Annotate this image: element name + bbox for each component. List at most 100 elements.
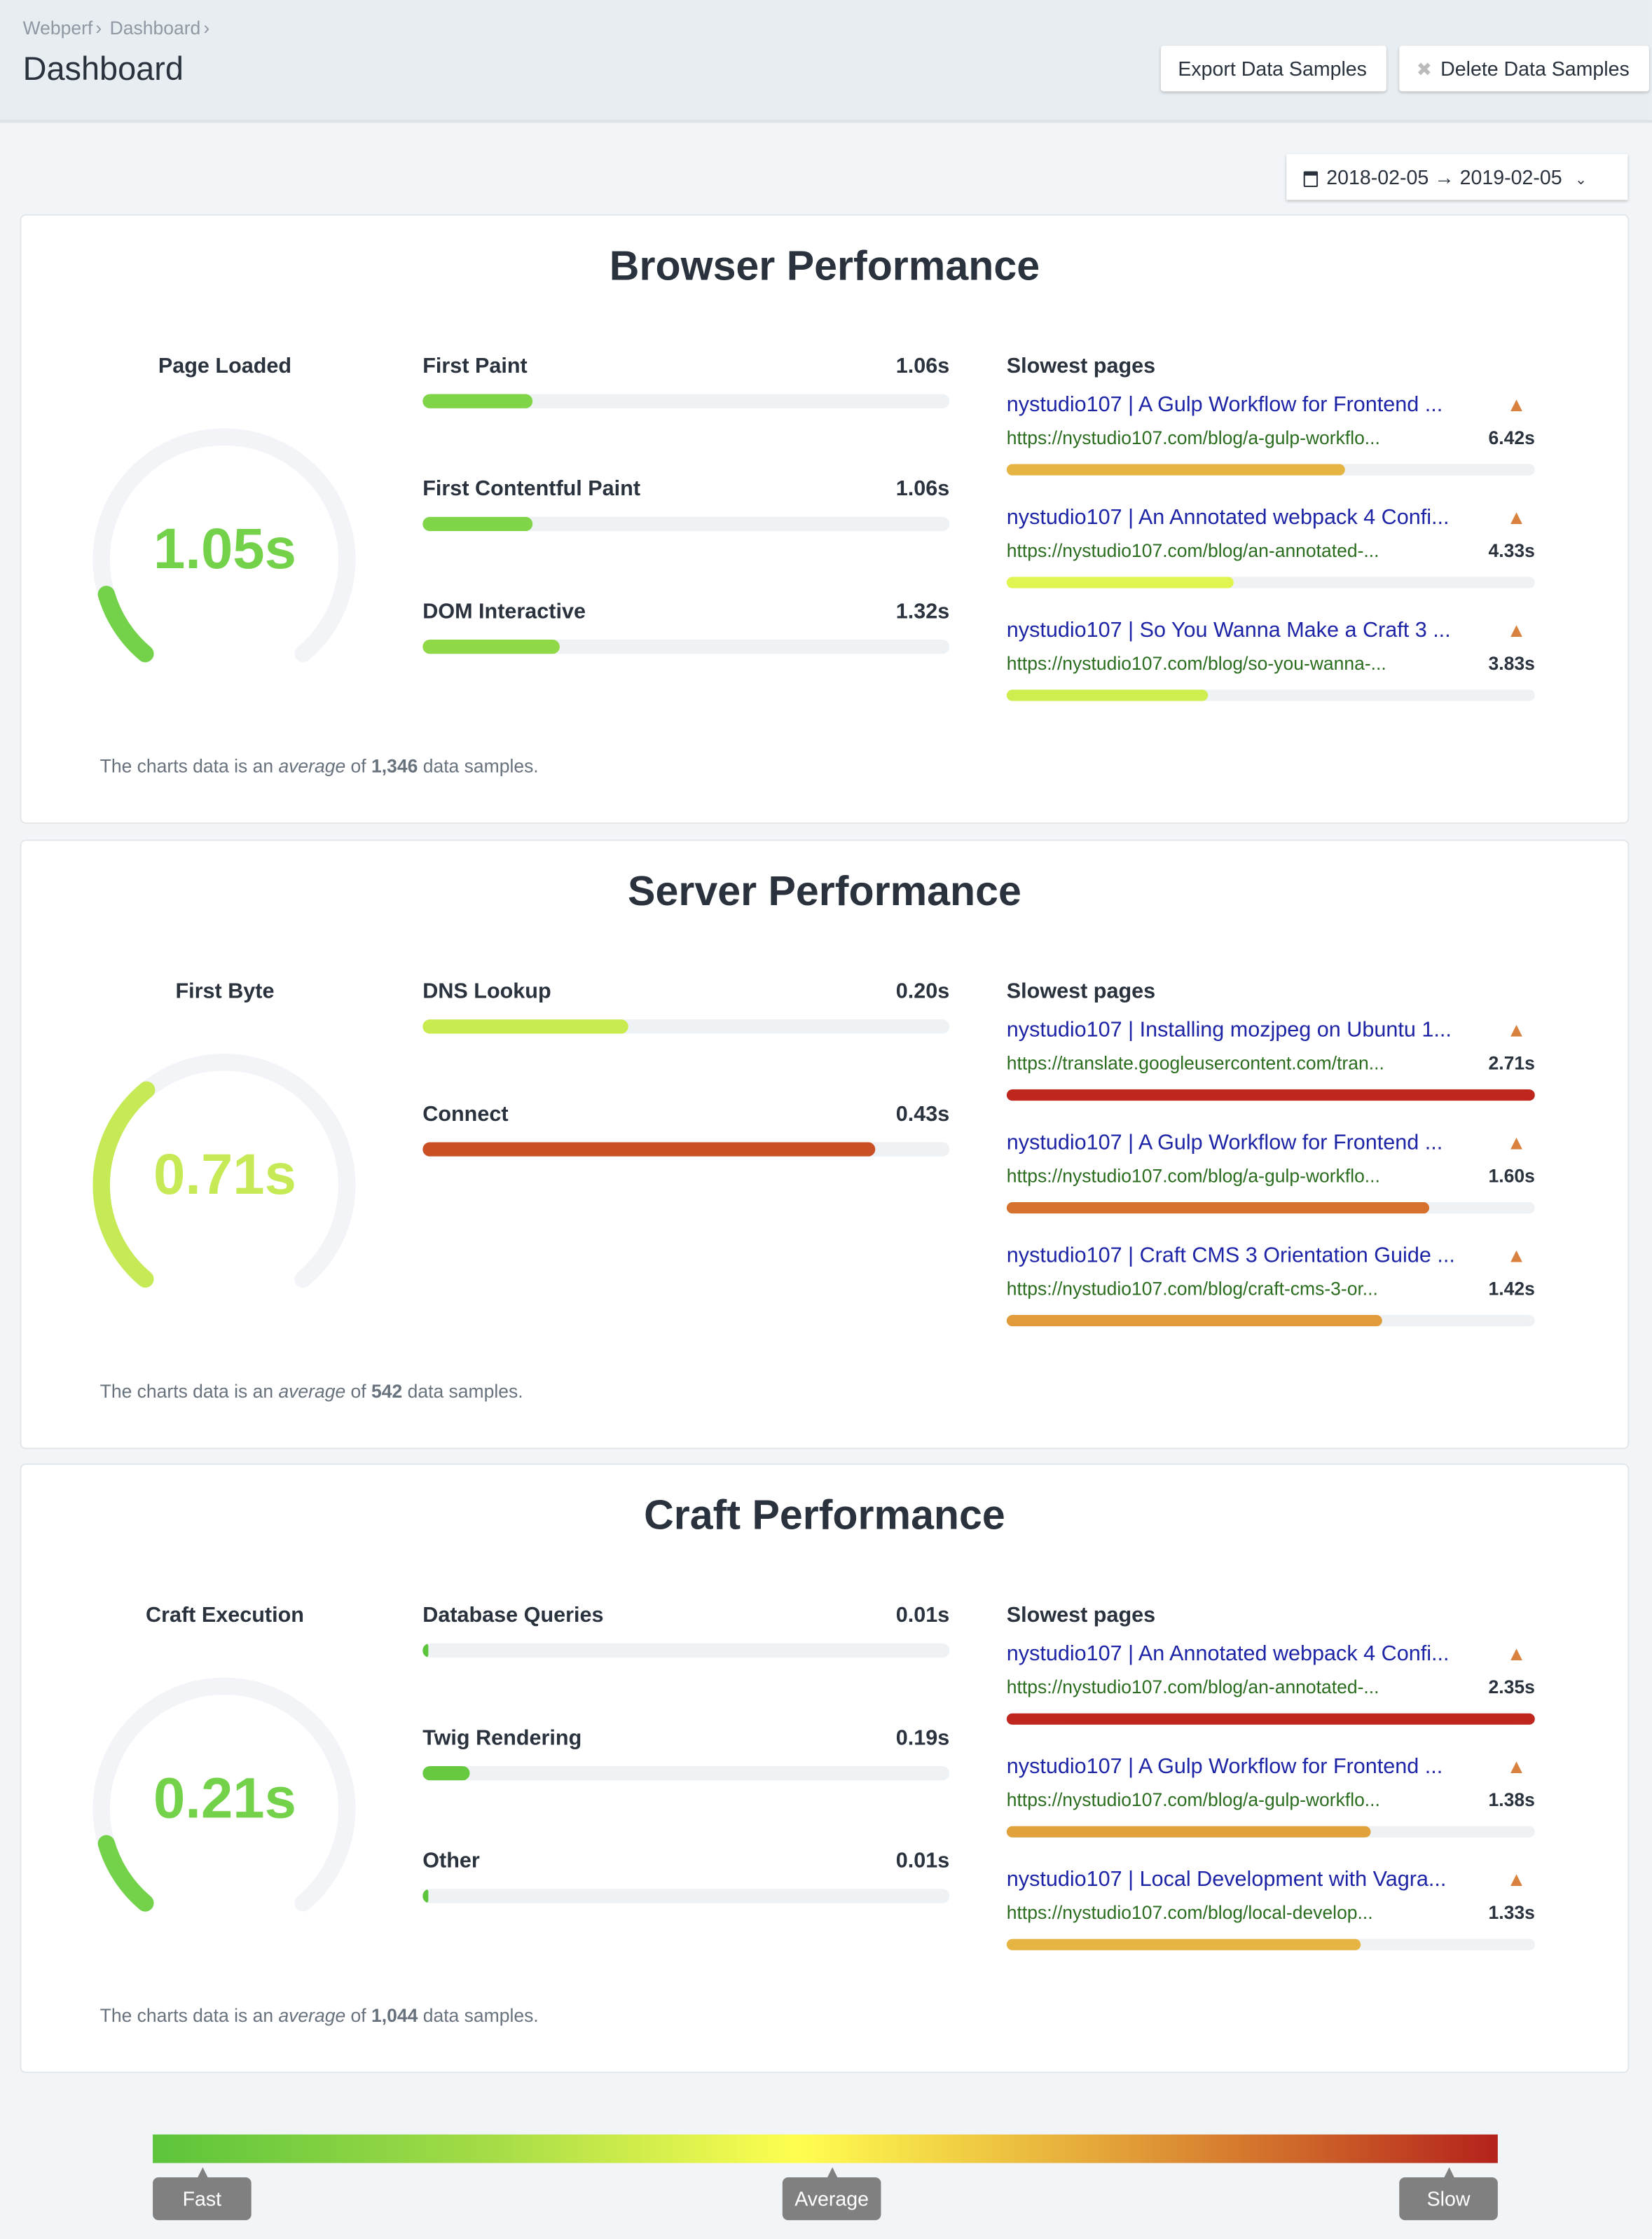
slow-page-bar-fill bbox=[1006, 1314, 1382, 1327]
samples-note: The charts data is an average of 1,044 d… bbox=[99, 2004, 539, 2026]
slow-page-url[interactable]: https://nystudio107.com/blog/craft-cms-3… bbox=[1006, 1278, 1378, 1300]
metric-value: 1.32s bbox=[895, 599, 950, 624]
slow-page-url[interactable]: https://nystudio107.com/blog/a-gulp-work… bbox=[1006, 1789, 1380, 1811]
slow-page-url[interactable]: https://nystudio107.com/blog/a-gulp-work… bbox=[1006, 427, 1380, 448]
section-title: Craft Performance bbox=[644, 1493, 1005, 1539]
slow-page-url[interactable]: https://nystudio107.com/blog/an-annotate… bbox=[1006, 539, 1379, 561]
slow-page-item: nystudio107 | Local Development with Vag… bbox=[1006, 1867, 1535, 1950]
slow-page-bar bbox=[1006, 1938, 1535, 1950]
slow-page-item: nystudio107 | An Annotated webpack 4 Con… bbox=[1006, 505, 1535, 588]
gauge-fill bbox=[92, 1081, 156, 1288]
metric-value: 0.01s bbox=[895, 1603, 950, 1628]
slow-page-time: 1.38s bbox=[1488, 1789, 1535, 1811]
breadcrumb-webperf[interactable]: Webperf bbox=[22, 17, 93, 39]
slowest-pages-heading: Slowest pages bbox=[1006, 1603, 1156, 1628]
slow-page-link[interactable]: nystudio107 | An Annotated webpack 4 Con… bbox=[1006, 505, 1450, 530]
slow-page-item: nystudio107 | An Annotated webpack 4 Con… bbox=[1006, 1641, 1535, 1725]
metric-label: DOM Interactive bbox=[422, 599, 586, 624]
breadcrumb: Webperf › Dashboard › bbox=[22, 17, 210, 39]
gauge-value: 0.71s bbox=[153, 1143, 296, 1207]
slow-page-url[interactable]: https://nystudio107.com/blog/a-gulp-work… bbox=[1006, 1165, 1380, 1187]
metric-value: 1.06s bbox=[895, 476, 950, 502]
legend-average: Average bbox=[782, 2167, 881, 2221]
slow-page-link[interactable]: nystudio107 | A Gulp Workflow for Fronte… bbox=[1006, 392, 1443, 418]
gauge bbox=[92, 1054, 356, 1288]
slow-page-bar bbox=[1006, 1201, 1535, 1214]
metric-bar-fill bbox=[422, 1019, 628, 1034]
metric-row: Twig Rendering 0.19s bbox=[422, 1726, 950, 1781]
metric-bar bbox=[422, 1643, 950, 1658]
slow-page-bar-fill bbox=[1006, 1089, 1535, 1101]
metric-value: 0.20s bbox=[895, 979, 950, 1004]
slow-page-url[interactable]: https://nystudio107.com/blog/local-devel… bbox=[1006, 1901, 1373, 1924]
slow-page-time: 1.42s bbox=[1488, 1278, 1535, 1300]
gauge-label: First Byte bbox=[175, 979, 275, 1004]
export-label: Export Data Samples bbox=[1178, 57, 1367, 81]
metric-bar-fill bbox=[422, 394, 534, 408]
metric-label: First Paint bbox=[422, 354, 528, 379]
samples-note: The charts data is an average of 542 dat… bbox=[99, 1380, 523, 1403]
slow-page-bar bbox=[1006, 577, 1535, 588]
slow-page-item: nystudio107 | A Gulp Workflow for Fronte… bbox=[1006, 1754, 1535, 1838]
date-range-picker[interactable]: 2018-02-05 → 2019-02-05 ⌄ bbox=[1286, 154, 1628, 200]
warning-icon: ▲ bbox=[1506, 505, 1527, 529]
legend-slow: Slow bbox=[1399, 2167, 1498, 2221]
metric-row: Connect 0.43s bbox=[422, 1102, 950, 1157]
page-header: Webperf › Dashboard › Dashboard Export Dat… bbox=[0, 0, 1652, 123]
metric-row: First Paint 1.06s bbox=[422, 354, 950, 408]
slow-page-link[interactable]: nystudio107 | A Gulp Workflow for Fronte… bbox=[1006, 1754, 1443, 1779]
export-data-samples-button[interactable]: Export Data Samples bbox=[1160, 46, 1386, 92]
slow-page-bar bbox=[1006, 1314, 1535, 1327]
gauge-track bbox=[92, 428, 356, 663]
metric-row: Database Queries 0.01s bbox=[422, 1603, 950, 1658]
delete-data-samples-button[interactable]: ✖ Delete Data Samples bbox=[1399, 46, 1649, 92]
date-range-value: 2018-02-05 → 2019-02-05 bbox=[1326, 165, 1562, 189]
gauge bbox=[92, 1677, 356, 1912]
metric-bar bbox=[422, 640, 950, 654]
metric-label: DNS Lookup bbox=[422, 979, 551, 1004]
slow-page-link[interactable]: nystudio107 | An Annotated webpack 4 Con… bbox=[1006, 1641, 1450, 1667]
metric-bar bbox=[422, 1766, 950, 1781]
metric-bar-fill bbox=[422, 1643, 428, 1658]
gauge-label: Craft Execution bbox=[146, 1603, 304, 1628]
page-title: Dashboard bbox=[22, 50, 184, 88]
slow-page-link[interactable]: nystudio107 | So You Wanna Make a Craft … bbox=[1006, 618, 1451, 643]
warning-icon: ▲ bbox=[1506, 392, 1527, 416]
slow-page-bar-fill bbox=[1006, 1713, 1535, 1725]
slow-page-bar bbox=[1006, 689, 1535, 701]
section-1: Server Performance First Byte 0.71s DNS … bbox=[21, 841, 1628, 1448]
slow-page-time: 1.60s bbox=[1488, 1165, 1535, 1187]
slow-page-time: 3.83s bbox=[1488, 652, 1535, 674]
metric-label: Database Queries bbox=[422, 1603, 604, 1628]
metric-label: Connect bbox=[422, 1102, 509, 1127]
breadcrumb-dashboard[interactable]: Dashboard bbox=[109, 17, 201, 39]
gauge-label: Page Loaded bbox=[158, 354, 292, 379]
gauge-value: 0.21s bbox=[153, 1768, 296, 1831]
slow-page-url[interactable]: https://nystudio107.com/blog/an-annotate… bbox=[1006, 1676, 1379, 1698]
slow-page-link[interactable]: nystudio107 | Installing mozjpeg on Ubun… bbox=[1006, 1018, 1452, 1042]
metric-row: Other 0.01s bbox=[422, 1849, 950, 1903]
warning-icon: ▲ bbox=[1506, 1018, 1527, 1041]
slow-page-time: 4.33s bbox=[1488, 539, 1535, 561]
slow-page-time: 1.33s bbox=[1488, 1901, 1535, 1924]
samples-note: The charts data is an average of 1,346 d… bbox=[99, 755, 539, 777]
slow-page-link[interactable]: nystudio107 | Craft CMS 3 Orientation Gu… bbox=[1006, 1243, 1455, 1268]
slow-page-item: nystudio107 | A Gulp Workflow for Fronte… bbox=[1006, 1131, 1535, 1214]
slow-page-url[interactable]: https://translate.googleusercontent.com/… bbox=[1006, 1052, 1384, 1074]
metric-value: 1.06s bbox=[895, 354, 950, 379]
warning-icon: ▲ bbox=[1506, 1867, 1527, 1891]
slow-page-link[interactable]: nystudio107 | Local Development with Vag… bbox=[1006, 1867, 1447, 1892]
metric-bar-fill bbox=[422, 640, 560, 654]
metric-bar-fill bbox=[422, 1766, 470, 1781]
slow-page-link[interactable]: nystudio107 | A Gulp Workflow for Fronte… bbox=[1006, 1131, 1443, 1155]
metric-value: 0.43s bbox=[895, 1102, 950, 1127]
delete-label: Delete Data Samples bbox=[1440, 57, 1630, 81]
legend-fast: Fast bbox=[153, 2167, 252, 2221]
warning-icon: ▲ bbox=[1506, 1641, 1527, 1665]
gauge-fill bbox=[97, 586, 154, 663]
slow-page-item: nystudio107 | Craft CMS 3 Orientation Gu… bbox=[1006, 1243, 1535, 1327]
section-2: Craft Performance Craft Execution 0.21s … bbox=[21, 1464, 1628, 2072]
slow-page-bar-fill bbox=[1006, 577, 1234, 588]
slow-page-url[interactable]: https://nystudio107.com/blog/so-you-wann… bbox=[1006, 652, 1386, 674]
slow-page-bar-fill bbox=[1006, 464, 1345, 476]
